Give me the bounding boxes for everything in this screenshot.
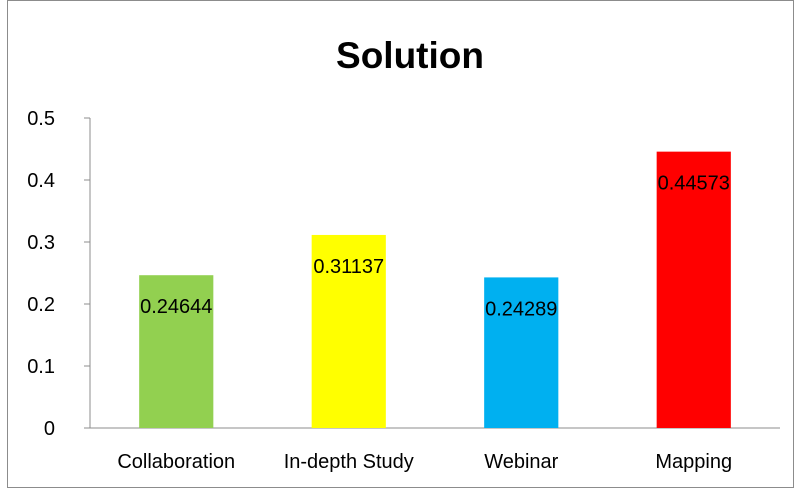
y-tick-label: 0 [44, 418, 55, 440]
bar-mapping [656, 151, 731, 428]
y-tick-label: 0.2 [27, 294, 55, 316]
x-category-label: In-depth Study [284, 451, 414, 473]
data-label: 0.31137 [313, 256, 384, 278]
chart-title: Solution [336, 35, 484, 76]
y-tick-label: 0.1 [27, 356, 55, 378]
data-labels: 0.24644 0.31137 0.24289 0.44573 [140, 173, 730, 321]
x-category-label: Webinar [484, 451, 558, 473]
y-tick-label: 0.5 [27, 108, 55, 130]
x-axis: Collaboration In-depth Study Webinar Mappin… [90, 427, 780, 473]
data-label: 0.24644 [140, 296, 212, 318]
y-tick-label: 0.4 [27, 170, 55, 192]
bar-webinar [484, 277, 559, 428]
x-category-label: Collaboration [117, 451, 235, 473]
y-axis: 0 0.1 0.2 0.3 0.4 0.5 [27, 108, 91, 440]
bar-collaboration [139, 275, 214, 428]
bars [139, 151, 731, 428]
data-label: 0.24289 [485, 298, 557, 320]
y-tick-label: 0.3 [27, 232, 55, 254]
x-category-label: Mapping [655, 451, 732, 473]
bar-in-depth-study [311, 234, 386, 428]
data-label: 0.44573 [658, 173, 730, 195]
